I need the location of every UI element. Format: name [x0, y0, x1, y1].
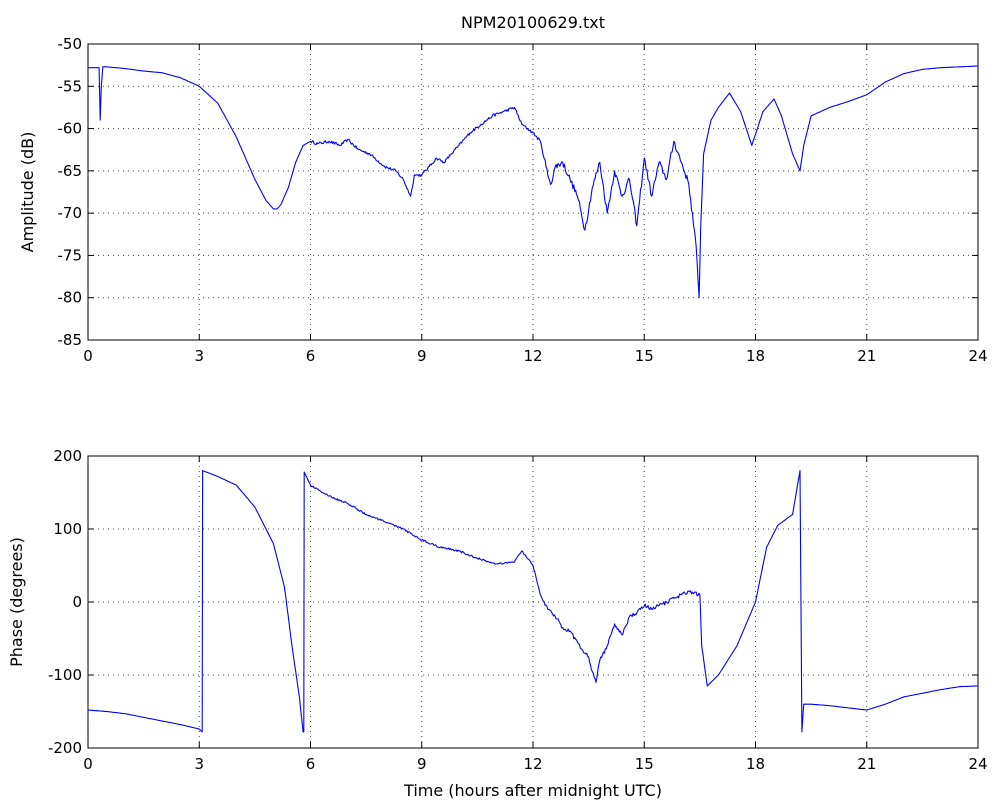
amplitude-y-tick-label: -50: [58, 35, 83, 53]
phase-x-tick-label: 12: [523, 755, 542, 773]
phase-x-tick-label: 15: [635, 755, 654, 773]
amplitude-x-tick-label: 0: [83, 347, 93, 365]
amplitude-x-tick-label: 9: [417, 347, 427, 365]
amplitude-y-tick-label: -65: [58, 162, 83, 180]
phase-y-tick-label: 0: [72, 593, 82, 611]
phase-x-axis-label: Time (hours after midnight UTC): [403, 781, 662, 800]
chart-title: NPM20100629.txt: [461, 13, 605, 32]
phase-x-tick-label: 6: [306, 755, 316, 773]
phase-x-tick-label: 0: [83, 755, 93, 773]
phase-y-tick-label: -100: [48, 666, 82, 684]
phase-y-tick-label: -200: [48, 739, 82, 757]
phase-y-tick-label: 200: [53, 447, 82, 465]
amplitude-x-tick-label: 6: [306, 347, 316, 365]
amplitude-y-tick-label: -60: [58, 120, 83, 138]
amplitude-chart: 0 3 6 9 12 15 18 21 24 -50 -55 -60 -65 -70 -75 -80 -85 A…: [18, 35, 988, 365]
phase-x-tick-label: 3: [194, 755, 204, 773]
phase-x-tick-label: 18: [746, 755, 765, 773]
amplitude-x-tick-label: 12: [523, 347, 542, 365]
phase-x-tick-label: 9: [417, 755, 427, 773]
amplitude-x-tick-label: 18: [746, 347, 765, 365]
phase-axes: 0 3 6 9 12 15 18 21 24 200 100 0 -100 -200: [48, 447, 988, 773]
amplitude-grid: [88, 44, 978, 340]
amplitude-axes: 0 3 6 9 12 15 18 21 24 -50 -55 -60 -65 -70 -75 -80 -85: [58, 35, 988, 365]
amplitude-x-tick-label: 15: [635, 347, 654, 365]
amplitude-y-axis-label: Amplitude (dB): [18, 132, 37, 253]
amplitude-y-tick-label: -75: [58, 246, 83, 264]
amplitude-y-tick-label: -80: [58, 289, 83, 307]
phase-y-axis-label: Phase (degrees): [7, 537, 26, 667]
amplitude-y-tick-label: -70: [58, 204, 83, 222]
phase-series-line: [87, 470, 978, 733]
phase-x-tick-label: 24: [968, 755, 987, 773]
amplitude-y-tick-label: -55: [58, 77, 83, 95]
phase-y-tick-label: 100: [53, 520, 82, 538]
phase-chart: 0 3 6 9 12 15 18 21 24 200 100 0 -100 -200 Phase (deg…: [7, 447, 988, 800]
amplitude-y-tick-label: -85: [58, 331, 83, 349]
amplitude-plot-area: [87, 43, 979, 341]
amplitude-x-tick-label: 24: [968, 347, 987, 365]
amplitude-x-tick-label: 3: [194, 347, 204, 365]
amplitude-series-line: [88, 65, 978, 299]
amplitude-x-tick-label: 21: [857, 347, 876, 365]
phase-x-tick-label: 21: [857, 755, 876, 773]
